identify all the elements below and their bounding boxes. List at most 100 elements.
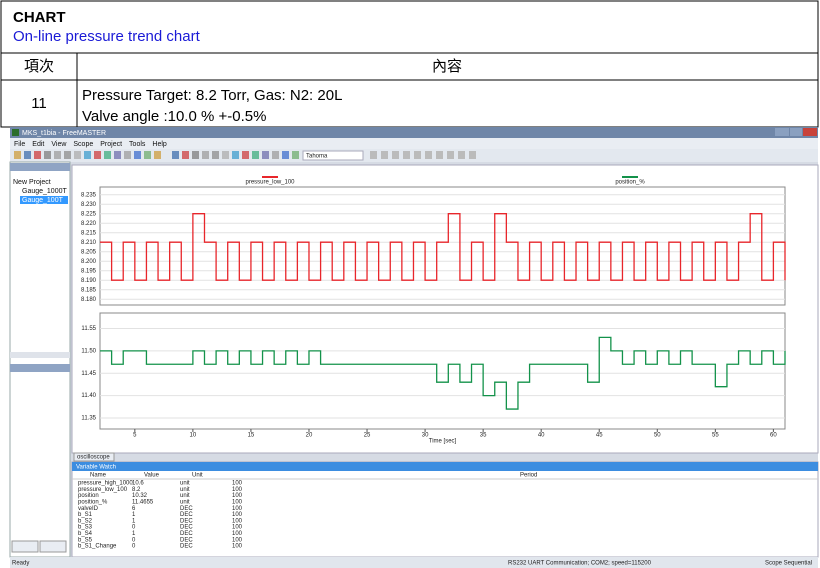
x-tick-label: 10 (190, 433, 197, 439)
menu-item[interactable]: Tools (129, 141, 146, 148)
x-tick-label: 30 (422, 433, 429, 439)
tool-icon (24, 151, 31, 159)
tool-icon (182, 151, 189, 159)
x-axis-label: Time [sec] (429, 439, 457, 445)
watch-cell: 10.6 (132, 481, 144, 487)
watch-cell: 1 (132, 531, 136, 537)
tool-icon (292, 151, 299, 159)
tool-icon (458, 151, 465, 159)
watch-cell: 100 (232, 518, 243, 524)
y-tick-label: 8.210 (81, 240, 97, 246)
y-tick-label: 8.205 (81, 249, 97, 255)
menu-item[interactable]: Project (100, 141, 122, 148)
tool-icon (134, 151, 141, 159)
col-header: 項次 (24, 58, 54, 75)
watch-cell: pressure_low_100 (78, 487, 128, 493)
doc-title: CHART (13, 9, 66, 26)
watch-col: Unit (192, 473, 203, 479)
watch-cell: position (78, 493, 99, 499)
y-tick-label: 11.45 (81, 371, 96, 377)
watch-cell: DEC (180, 525, 193, 531)
menu-item[interactable]: Edit (32, 141, 44, 148)
tool-icon (144, 151, 151, 159)
panel-header (10, 163, 70, 171)
y-tick-label: 11.50 (81, 348, 96, 354)
menu-item[interactable]: File (14, 141, 25, 148)
tool-icon (242, 151, 249, 159)
tool-icon (282, 151, 289, 159)
watch-cell: valveID (78, 506, 99, 512)
x-tick-label: 25 (364, 433, 371, 439)
tool-icon (403, 151, 410, 159)
watch-cell: 0 (132, 537, 136, 543)
watch-cell: DEC (180, 518, 193, 524)
window-title: MKS_t1bia - FreeMASTER (22, 130, 106, 137)
menu-item[interactable]: Help (152, 141, 167, 148)
x-tick-label: 15 (248, 433, 255, 439)
app-icon (12, 129, 19, 136)
watch-cell: 100 (232, 531, 243, 537)
watch-cell: 100 (232, 537, 243, 543)
watch-cell: unit (180, 493, 190, 499)
legend-label: pressure_low_100 (245, 180, 295, 186)
tool-icon (202, 151, 209, 159)
y-tick-label: 8.215 (81, 230, 97, 236)
menu-item[interactable]: View (51, 141, 67, 148)
tree-item[interactable]: Gauge_100T (22, 197, 64, 204)
tool-icon (154, 151, 161, 159)
tool-icon (469, 151, 476, 159)
trace (100, 213, 786, 281)
status-bar (10, 557, 818, 568)
tool-icon (222, 151, 229, 159)
watch-cell: b_S3 (78, 525, 93, 531)
trace (100, 336, 786, 410)
max-button[interactable] (790, 128, 802, 136)
watch-cell: DEC (180, 506, 193, 512)
watch-cell: 100 (232, 506, 243, 512)
watch-cell: 100 (232, 525, 243, 531)
x-tick-label: 5 (133, 433, 137, 439)
y-tick-label: 8.185 (81, 287, 97, 293)
tree-item[interactable]: New Project (13, 179, 51, 186)
x-tick-label: 20 (306, 433, 313, 439)
y-tick-label: 11.55 (81, 326, 96, 332)
watch-cell: 0 (132, 525, 136, 531)
watch-cell: 100 (232, 512, 243, 518)
watch-cell: 100 (232, 499, 243, 505)
watch-cell: b_S4 (78, 531, 93, 537)
cell: Valve angle :10.0 % +-0.5% (82, 108, 266, 125)
panel-tab[interactable] (39, 540, 67, 553)
watch-cell: 100 (232, 544, 243, 550)
close-button[interactable] (803, 128, 817, 136)
tool-icon (447, 151, 454, 159)
tool-icon (54, 151, 61, 159)
watch-header (72, 462, 818, 471)
panel-tab[interactable] (11, 540, 39, 553)
tree-item[interactable]: Gauge_1000T (22, 188, 67, 195)
tool-icon (104, 151, 111, 159)
min-button[interactable] (775, 128, 789, 136)
col-header: 內容 (432, 58, 462, 75)
y-tick-label: 8.225 (81, 211, 97, 217)
watch-cell: 100 (232, 493, 243, 499)
scrollbar (10, 352, 70, 358)
watch-col: Value (144, 473, 160, 479)
watch-cell: b_S1_Change (78, 544, 117, 550)
tool-icon (124, 151, 131, 159)
tab[interactable] (73, 452, 115, 462)
font-box[interactable] (302, 150, 364, 161)
tab-label: oscilloscope (77, 455, 110, 461)
tool-icon (84, 151, 91, 159)
tool-icon (262, 151, 269, 159)
tool-icon (74, 151, 81, 159)
x-tick-label: 45 (596, 433, 603, 439)
tool-icon (392, 151, 399, 159)
watch-cell: 6 (132, 506, 136, 512)
y-tick-label: 8.200 (81, 259, 97, 265)
doc-subtitle: On-line pressure trend chart (13, 28, 201, 45)
y-tick-label: 8.230 (81, 202, 97, 208)
watch-title: Variable Watch (76, 465, 116, 471)
watch-col: Name (90, 473, 107, 479)
menu-item[interactable]: Scope (73, 141, 93, 148)
x-tick-label: 55 (712, 433, 719, 439)
